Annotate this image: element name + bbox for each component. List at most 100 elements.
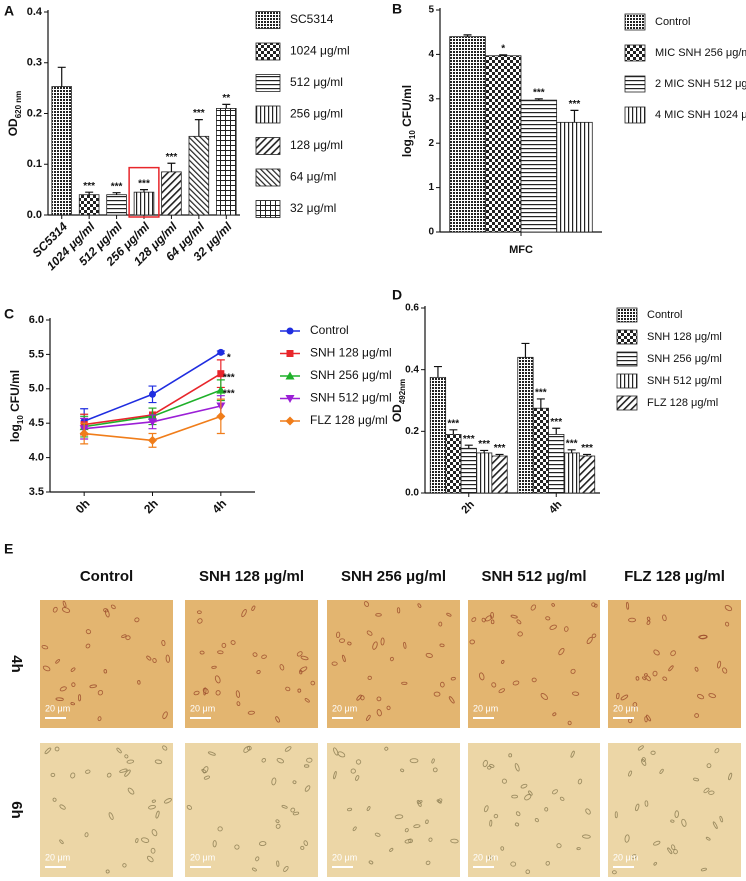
cell	[134, 617, 140, 623]
y-tick-label: 1	[428, 182, 434, 193]
error-bar	[570, 109, 579, 123]
cell	[700, 867, 707, 872]
cell	[85, 643, 91, 649]
legend-label: 512 μg/ml	[290, 75, 343, 89]
cell	[279, 664, 285, 671]
cell	[591, 602, 596, 607]
cell	[297, 688, 302, 693]
cell	[577, 778, 583, 785]
cell	[310, 680, 316, 686]
legend-swatch	[616, 307, 638, 323]
y-tick-label: 0	[428, 227, 434, 238]
error-bar	[463, 34, 472, 37]
cell	[97, 716, 102, 722]
micrograph	[468, 600, 600, 728]
cell	[275, 716, 280, 723]
cell	[705, 836, 711, 841]
y-tick-label: 0.0	[27, 209, 42, 221]
y-tick-label: 0.2	[405, 426, 419, 437]
cell	[401, 681, 408, 685]
error-bar	[464, 444, 473, 449]
error-bar	[194, 118, 203, 137]
cell	[285, 686, 291, 692]
error-bar	[534, 98, 543, 101]
y-tick-label: 5.5	[29, 348, 44, 360]
bar	[106, 194, 127, 216]
cell	[140, 837, 150, 843]
cell	[52, 797, 57, 802]
cell	[366, 806, 371, 812]
cell	[712, 821, 718, 829]
cell	[339, 638, 346, 643]
cell	[567, 720, 572, 726]
legend-label: 32 μg/ml	[290, 201, 336, 215]
error-bar	[480, 449, 489, 453]
bar	[556, 121, 593, 233]
panel-letter: D	[392, 287, 402, 303]
significance-label: ***	[478, 439, 490, 450]
significance-label: ***	[566, 438, 578, 449]
cell	[490, 619, 495, 625]
scale-bar-label: 20 μm	[473, 703, 498, 713]
legend-label: SNH 256 μg/ml	[310, 368, 392, 382]
cell	[396, 607, 401, 614]
cell	[489, 763, 495, 768]
legend-label: FLZ 128 μg/ml	[310, 413, 388, 427]
cell	[534, 817, 539, 823]
error-bar	[85, 191, 94, 195]
cell	[616, 692, 620, 700]
legend-label: Control	[310, 323, 349, 337]
significance-label: *	[227, 353, 231, 364]
significance-label: ***	[223, 388, 235, 399]
cell	[425, 819, 429, 825]
cell	[300, 655, 309, 661]
cell	[530, 604, 537, 611]
cell	[724, 604, 733, 612]
cell	[673, 849, 678, 855]
cell	[151, 829, 158, 837]
cell	[586, 636, 593, 645]
legend-label: 4 MIC SNH 1024 μg/ml	[655, 109, 746, 121]
cell	[356, 694, 362, 701]
significance-label: ***	[193, 108, 205, 119]
micrograph	[327, 600, 460, 728]
cell	[478, 672, 485, 681]
y-tick-label: 0.4	[405, 364, 419, 375]
cell	[162, 745, 168, 751]
cell	[508, 753, 513, 758]
marker	[285, 371, 295, 380]
cell	[44, 747, 52, 755]
cell	[103, 669, 108, 674]
cell	[296, 651, 303, 657]
legend-label: 1024 μg/ml	[290, 44, 350, 58]
cell	[281, 804, 288, 809]
cell	[374, 832, 381, 837]
cell	[217, 650, 224, 655]
cell	[275, 819, 280, 824]
cell	[271, 777, 277, 786]
y-tick-label: 4.5	[29, 417, 44, 429]
cell	[70, 702, 76, 706]
error-bar	[449, 429, 458, 435]
cell	[304, 785, 311, 792]
bar	[429, 376, 447, 494]
cell	[235, 690, 241, 698]
panel-letter: E	[4, 541, 13, 557]
error-bar	[167, 162, 176, 172]
cell	[662, 676, 668, 681]
cell	[119, 768, 128, 773]
marker	[285, 416, 295, 426]
cell	[366, 714, 371, 721]
cell	[197, 618, 203, 624]
cell	[624, 834, 630, 843]
cell	[135, 838, 139, 844]
y-tick-label: 0.6	[405, 303, 419, 314]
cell	[146, 655, 152, 661]
cell	[108, 812, 114, 821]
cell	[659, 768, 664, 774]
column-label: Control	[80, 568, 133, 585]
cell	[515, 811, 521, 817]
cell	[251, 605, 256, 611]
bar	[476, 452, 493, 494]
cell	[335, 631, 341, 638]
